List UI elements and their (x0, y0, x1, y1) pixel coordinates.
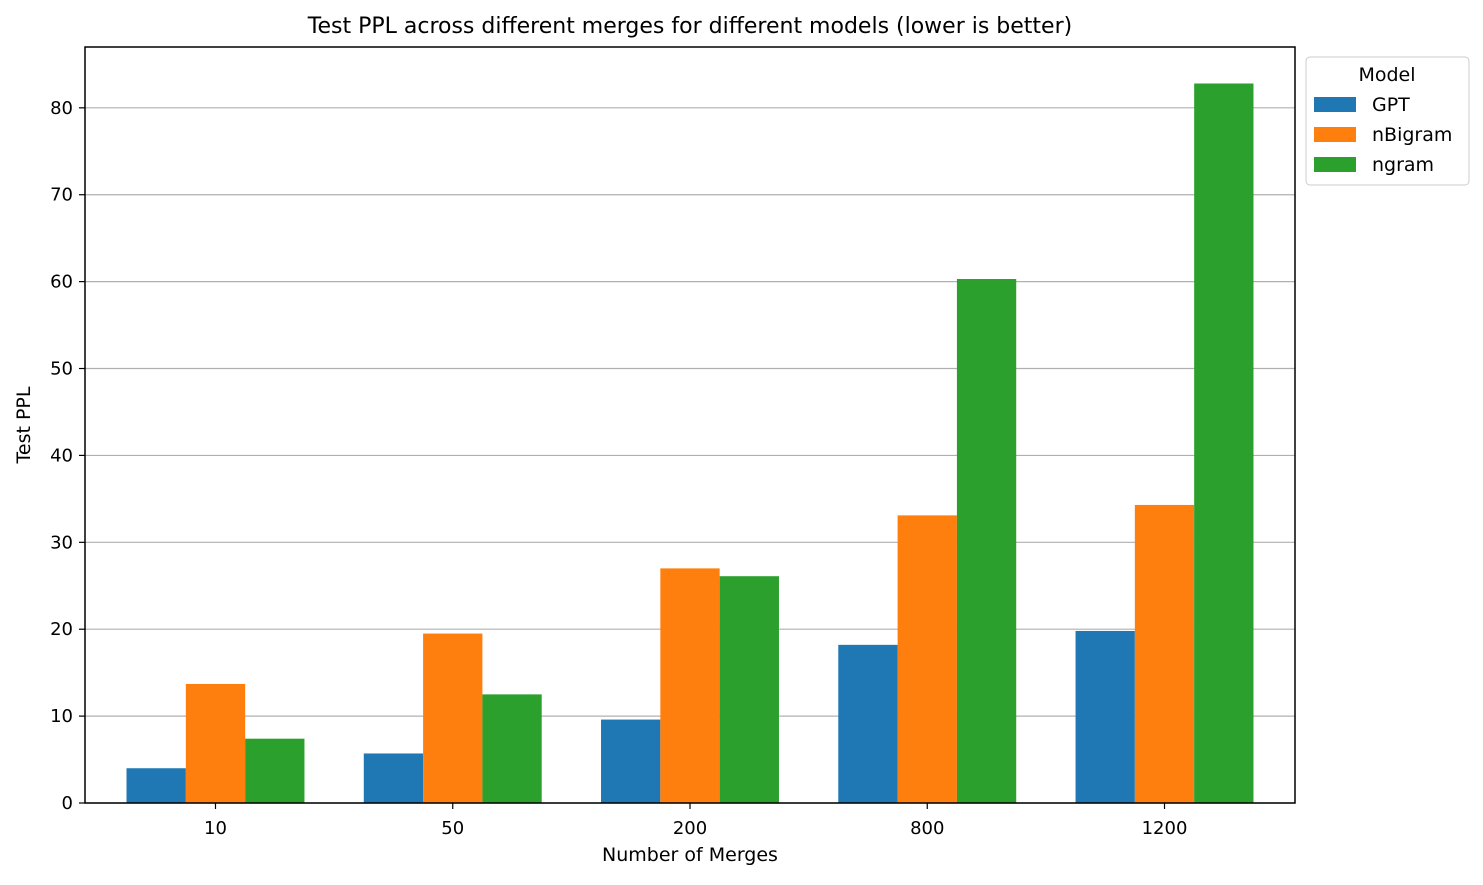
bar-ngram-800 (956, 279, 1017, 803)
legend-label-ngram: ngram (1372, 154, 1434, 176)
bar-ngram-200 (719, 576, 779, 803)
bar-nbigram-800 (897, 515, 957, 803)
legend-swatch-nbigram (1314, 127, 1356, 142)
y-tick-label: 30 (50, 532, 73, 553)
legend-title: Model (1358, 64, 1415, 86)
y-axis-label: Test PPL (13, 386, 35, 464)
bar-nbigram-50 (423, 633, 483, 803)
bar-ngram-10 (245, 738, 305, 803)
legend-label-nbigram: nBigram (1372, 124, 1452, 146)
y-tick-label: 50 (50, 359, 73, 380)
x-tick-label: 800 (910, 818, 944, 839)
bar-gpt-10 (126, 768, 186, 803)
bar-gpt-1200 (1075, 630, 1135, 803)
bar-gpt-200 (601, 719, 661, 803)
legend-box (1305, 56, 1470, 186)
legend: Model GPT nBigram ngram (1305, 56, 1470, 186)
y-tick-label: 70 (50, 185, 73, 206)
bar-gpt-50 (363, 753, 424, 803)
x-tick-label: 10 (204, 818, 227, 839)
bar-ngram-50 (482, 694, 542, 803)
chart-title: Test PPL across different merges for dif… (307, 14, 1072, 39)
legend-swatch-ngram (1314, 157, 1356, 172)
y-tick-label: 10 (50, 706, 73, 727)
x-tick-label: 50 (441, 818, 464, 839)
bar-ngram-1200 (1194, 83, 1254, 803)
x-tick-label: 1200 (1142, 818, 1188, 839)
legend-label-gpt: GPT (1372, 94, 1410, 116)
y-tick-label: 60 (50, 272, 73, 293)
bar-nbigram-1200 (1134, 504, 1195, 803)
x-tick-label: 200 (673, 818, 707, 839)
y-tick-label: 0 (62, 793, 73, 814)
y-tick-label: 20 (50, 619, 73, 640)
y-tick-label: 80 (50, 98, 73, 119)
legend-swatch-gpt (1314, 97, 1356, 112)
bar-gpt-800 (838, 644, 898, 803)
bar-nbigram-10 (185, 683, 246, 803)
bar-nbigram-200 (660, 568, 720, 803)
x-axis-label: Number of Merges (602, 844, 778, 866)
y-tick-label: 40 (50, 445, 73, 466)
